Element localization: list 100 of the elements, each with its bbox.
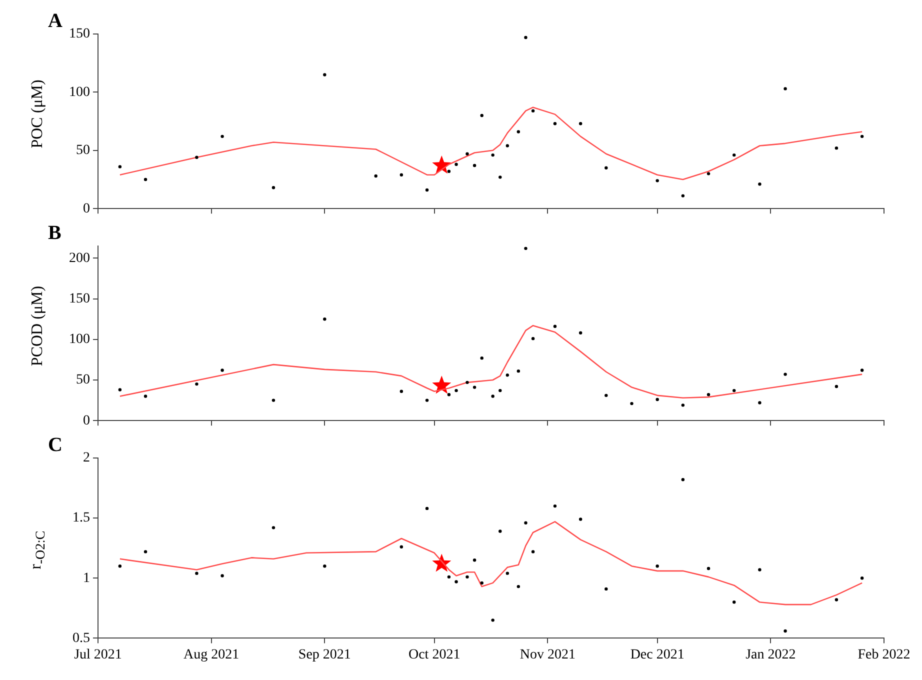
point — [323, 317, 326, 321]
point — [480, 114, 484, 118]
point — [272, 526, 276, 530]
point — [498, 176, 502, 179]
point — [432, 376, 452, 394]
point — [578, 518, 582, 521]
point — [323, 564, 326, 568]
point — [272, 398, 276, 402]
point — [681, 194, 685, 198]
point — [834, 146, 838, 150]
point — [472, 386, 476, 389]
x-tick-label: Dec 2021 — [630, 647, 684, 662]
point — [758, 182, 762, 186]
point — [491, 394, 494, 398]
y-axis-title: POC (μM) — [29, 80, 47, 148]
point — [466, 152, 469, 156]
point — [604, 166, 608, 170]
point — [531, 336, 535, 340]
point — [466, 575, 469, 579]
point — [758, 401, 762, 404]
chart-title: A — [48, 10, 63, 32]
point — [784, 372, 787, 376]
point — [118, 564, 122, 568]
x-tick-label: Sep 2021 — [298, 647, 351, 662]
point — [860, 576, 864, 580]
x-tick-label: Aug 2021 — [184, 647, 240, 662]
point — [425, 398, 429, 402]
y-tick-label: 1 — [83, 570, 90, 586]
point — [706, 566, 710, 570]
point — [480, 356, 484, 360]
y-tick-label: 50 — [76, 372, 90, 388]
point — [732, 153, 736, 157]
point — [706, 172, 710, 176]
point — [553, 504, 557, 508]
point — [472, 164, 476, 168]
point — [732, 600, 736, 604]
point — [630, 402, 634, 406]
chart-title: B — [48, 222, 62, 244]
y-tick-label: 200 — [69, 250, 90, 266]
point — [425, 188, 429, 192]
point — [400, 390, 404, 393]
point — [400, 545, 404, 548]
point — [144, 178, 148, 182]
point — [578, 122, 582, 126]
point — [516, 130, 520, 134]
point — [553, 122, 557, 126]
y-tick-label: 0 — [83, 201, 90, 216]
y-tick-label: 150 — [69, 291, 90, 306]
point — [144, 394, 148, 398]
point — [491, 153, 494, 157]
point — [758, 568, 762, 572]
point — [506, 144, 510, 148]
y-tick-label: 50 — [76, 143, 90, 158]
point — [447, 575, 451, 579]
point — [272, 186, 276, 190]
point — [466, 380, 469, 384]
point — [834, 598, 838, 602]
point — [425, 506, 429, 510]
point — [491, 618, 494, 622]
point — [706, 393, 710, 396]
point — [834, 384, 838, 388]
point — [784, 629, 787, 633]
point — [506, 572, 510, 575]
point — [220, 134, 224, 138]
point — [195, 382, 198, 386]
point — [784, 87, 787, 90]
point — [516, 369, 520, 373]
point — [400, 173, 404, 176]
point — [195, 156, 198, 159]
point — [732, 388, 736, 392]
point — [374, 174, 378, 178]
point — [656, 564, 659, 568]
point — [604, 587, 608, 591]
y-tick-label: 0 — [83, 413, 90, 428]
point — [454, 388, 458, 392]
x-tick-label: Jan 2022 — [746, 647, 796, 662]
point — [656, 398, 659, 402]
point — [860, 368, 864, 372]
point — [681, 478, 685, 482]
point — [524, 246, 528, 250]
point — [220, 574, 224, 578]
y-axis-title: PCOD (μM) — [29, 286, 47, 366]
point — [498, 388, 502, 392]
point — [480, 581, 484, 585]
point — [578, 331, 582, 334]
point — [531, 109, 535, 112]
point — [516, 584, 520, 588]
x-tick-label: Jul 2021 — [74, 647, 122, 662]
point — [144, 550, 148, 554]
point — [498, 530, 502, 533]
point — [531, 550, 535, 554]
point — [524, 521, 528, 524]
y-tick-label: 100 — [69, 84, 90, 100]
point — [118, 388, 122, 392]
point — [454, 580, 458, 584]
point — [506, 374, 510, 377]
point — [860, 134, 864, 138]
y-tick-label: 100 — [69, 332, 90, 348]
y-tick-label: 2 — [83, 450, 90, 466]
point — [447, 393, 451, 396]
